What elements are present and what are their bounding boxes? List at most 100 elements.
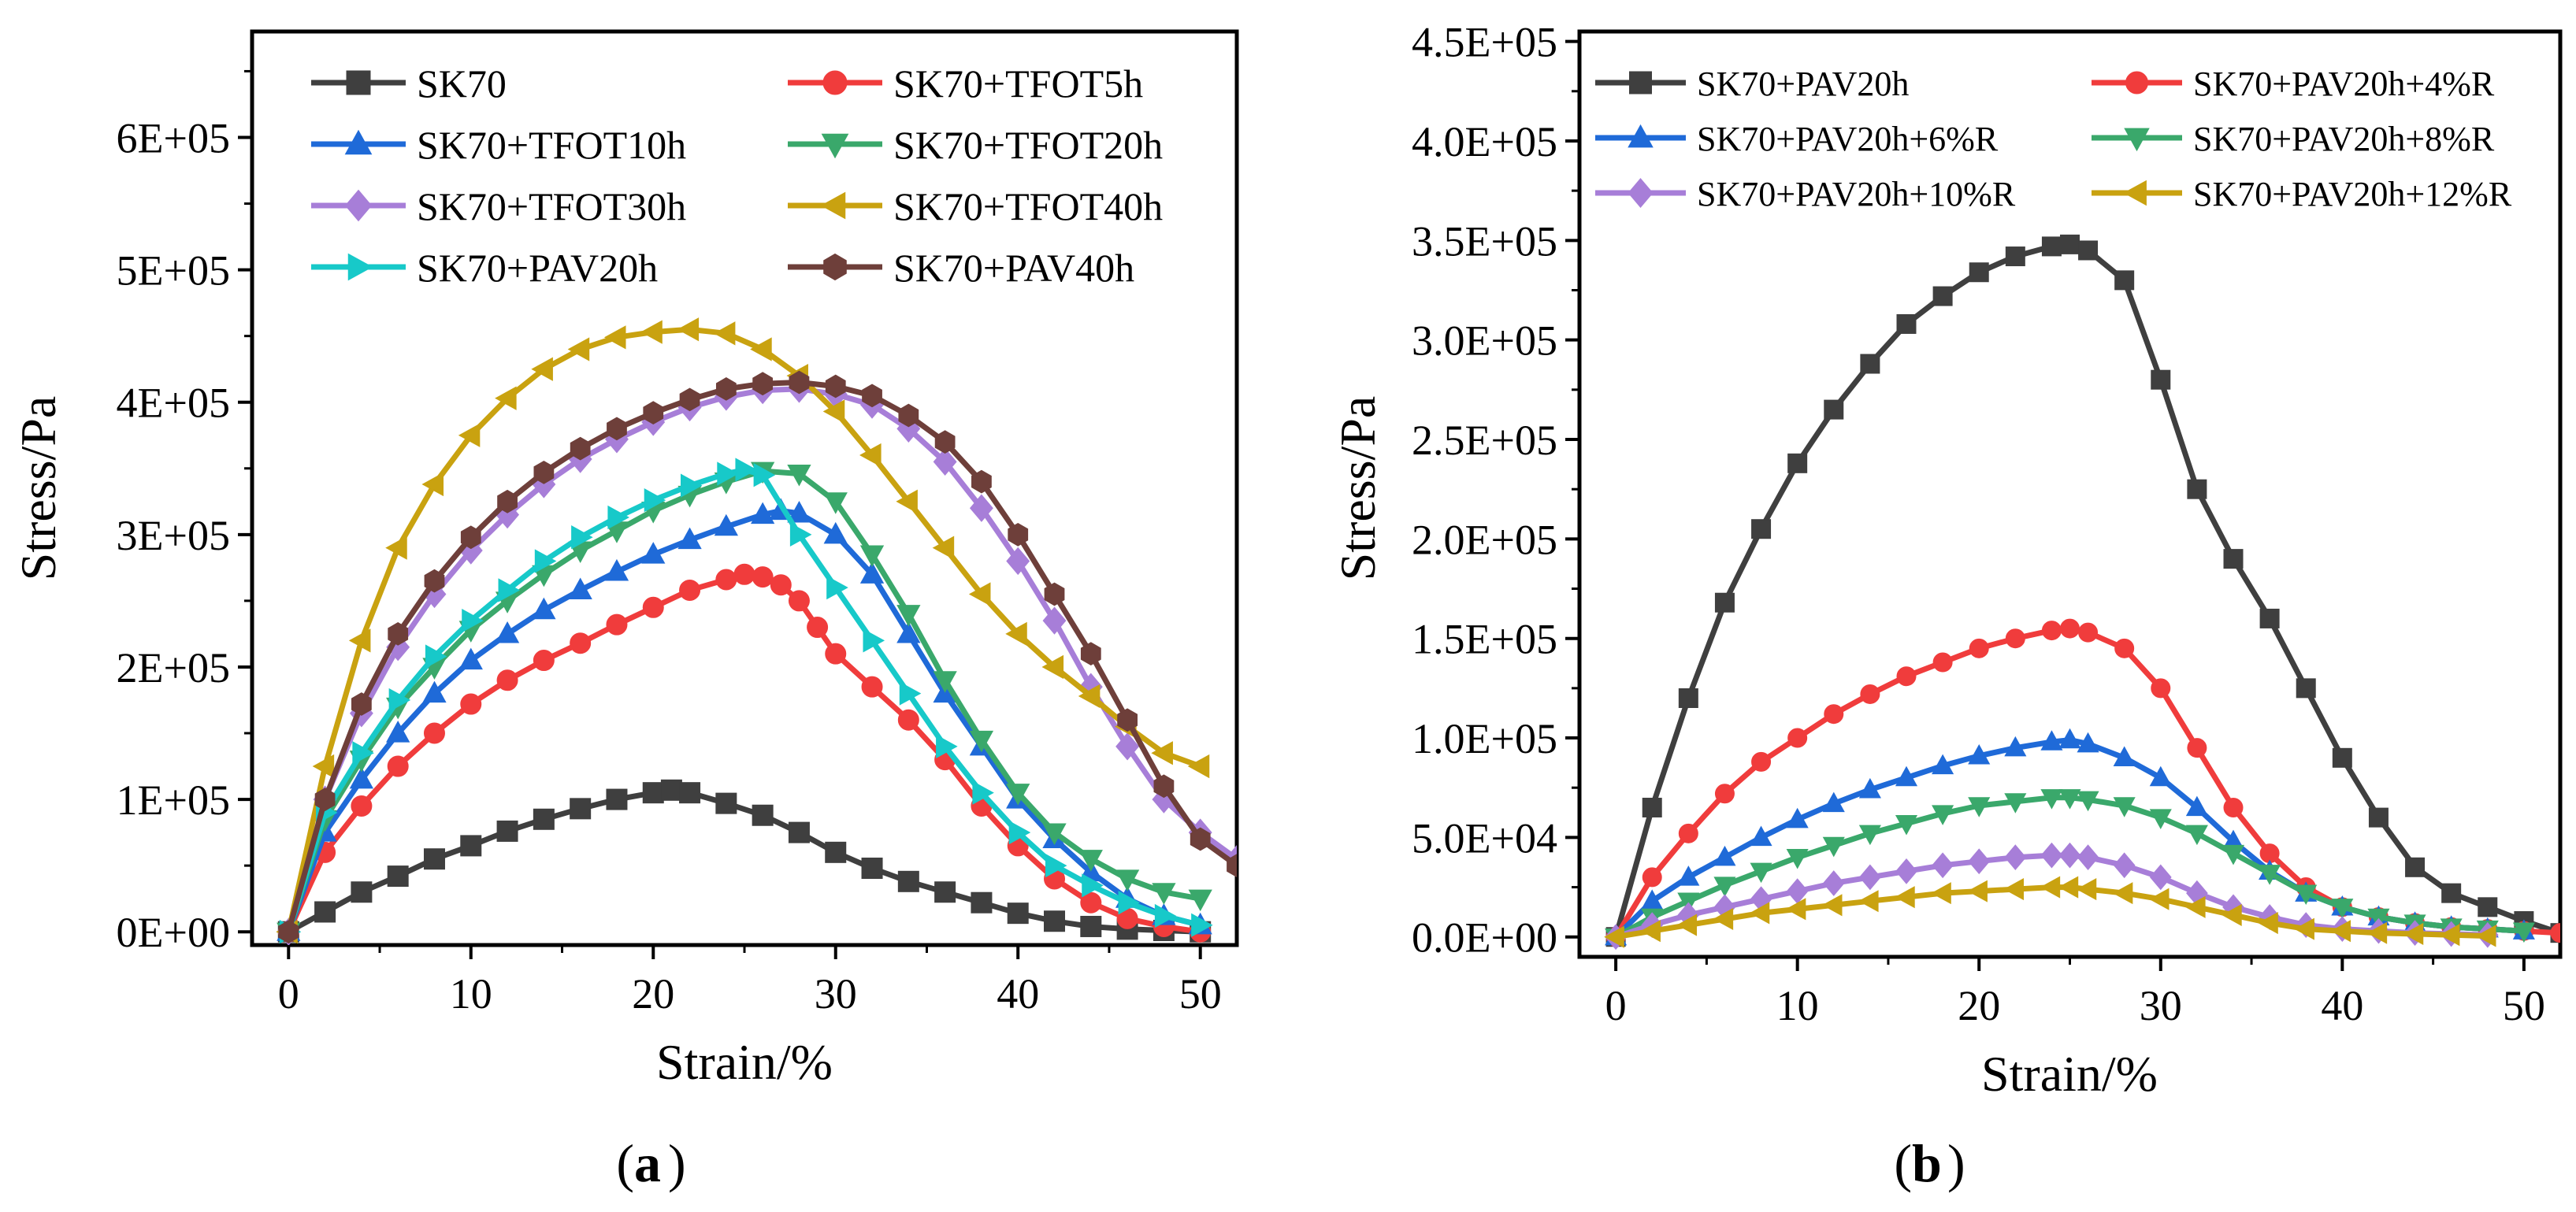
data-point (1895, 814, 1918, 836)
data-point (603, 325, 626, 350)
legend-label: SK70+TFOT10h (417, 123, 686, 167)
data-point (897, 870, 919, 892)
data-point (679, 579, 701, 601)
data-point (607, 505, 629, 530)
data-point (752, 566, 774, 588)
panel-b-legend: SK70+PAV20h SK70+PAV20h+4%R SK70+PAV20h+6%… (1595, 65, 2512, 213)
data-point (715, 377, 737, 401)
data-point (823, 521, 848, 544)
data-point (750, 337, 772, 361)
data-point (897, 709, 919, 731)
data-point (1044, 910, 1066, 932)
data-point (932, 536, 955, 560)
legend-marker (344, 129, 373, 155)
data-point (2114, 638, 2135, 658)
legend-label: SK70+PAV20h+12%R (2193, 175, 2512, 213)
data-point (351, 692, 372, 716)
data-point (2185, 795, 2208, 817)
data-point (495, 621, 520, 643)
data-point (788, 590, 810, 612)
data-point (861, 676, 883, 698)
data-point (2295, 884, 2318, 905)
data-point (789, 370, 810, 395)
data-point (715, 569, 737, 591)
legend-item: SK70 (311, 61, 507, 106)
data-point (388, 688, 411, 713)
data-point (896, 489, 918, 513)
data-point (352, 741, 374, 765)
series-SK70+PAV20h (279, 458, 1213, 944)
data-point (1822, 791, 1845, 813)
data-point (606, 788, 628, 810)
data-point (1714, 784, 1735, 804)
data-point (570, 798, 592, 820)
y-tick-label: 5E+05 (117, 247, 230, 295)
panel-a-axis-ticks: 0 10 20 30 40 50 0E+00 1E+05 2E+05 3E+05 4E+05 5E+0… (117, 69, 1222, 1017)
data-point (462, 608, 484, 633)
series-SK70+PAV20h+8%R (1605, 789, 2535, 949)
data-point (460, 835, 482, 857)
data-point (1678, 823, 1698, 843)
data-point (422, 680, 447, 703)
data-point (861, 857, 883, 879)
data-point (933, 671, 957, 693)
legend-label: SK70+TFOT5h (893, 61, 1143, 106)
data-point (1676, 914, 1698, 936)
data-point (1932, 852, 1954, 879)
data-point (859, 545, 885, 568)
data-point (1751, 519, 1772, 539)
legend-label: SK70+PAV20h+10%R (1697, 175, 2016, 213)
legend-item: SK70+PAV20h (311, 246, 658, 290)
data-point (2060, 618, 2080, 639)
data-point (1078, 850, 1103, 872)
data-point (1785, 898, 1806, 921)
legend-label: SK70+PAV20h+8%R (2193, 120, 2495, 158)
data-point (1858, 890, 1879, 913)
data-point (531, 357, 553, 381)
y-tick-label: 2.5E+05 (1412, 417, 1557, 464)
data-point (1750, 825, 1772, 847)
data-point (2149, 809, 2172, 829)
data-point (351, 881, 373, 903)
data-point (387, 755, 409, 777)
data-point (969, 730, 994, 753)
data-point (2441, 883, 2462, 903)
series-SK70+TFOT40h (276, 317, 1210, 944)
data-point (715, 792, 737, 814)
data-point (2077, 844, 2099, 871)
data-point (571, 525, 593, 550)
data-point (2005, 628, 2025, 649)
panel-a-series (276, 317, 1237, 945)
data-point (733, 563, 755, 585)
data-point (2078, 622, 2099, 643)
data-point (751, 502, 775, 524)
data-point (1786, 848, 1809, 869)
data-point (2151, 369, 2171, 390)
data-point (1153, 774, 1175, 799)
data-point (278, 920, 299, 944)
data-point (1750, 862, 1772, 884)
data-point (2078, 240, 2099, 261)
data-point (1191, 913, 1213, 937)
data-point (1042, 606, 1067, 635)
data-point (1008, 522, 1029, 547)
data-point (825, 643, 847, 665)
x-tick-label: 50 (2503, 982, 2545, 1029)
x-tick-label: 0 (278, 970, 299, 1017)
data-point (2149, 864, 2172, 891)
x-tick-label: 20 (1958, 982, 2000, 1029)
data-point (717, 461, 739, 486)
data-point (1859, 864, 1881, 891)
data-point (1932, 805, 1954, 825)
data-point (2149, 765, 2172, 787)
y-tick-label: 2.0E+05 (1412, 516, 1557, 563)
legend-marker (346, 70, 371, 95)
data-point (2076, 878, 2097, 901)
data-point (968, 582, 991, 606)
data-point (2113, 852, 2136, 879)
panel-a-caption-close-paren: ) (668, 1133, 686, 1193)
data-point (770, 574, 792, 596)
data-point (2403, 922, 2424, 945)
data-point (679, 782, 701, 804)
data-point (1151, 741, 1173, 765)
